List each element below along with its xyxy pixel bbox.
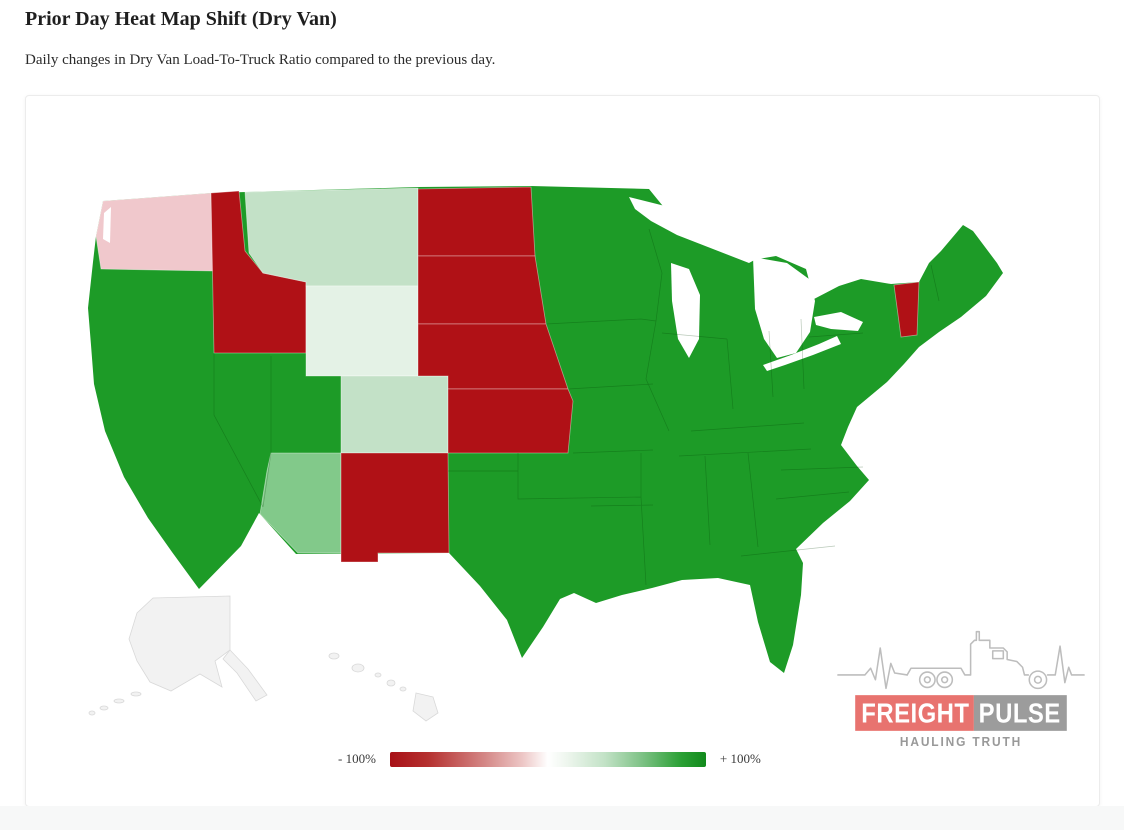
lake-huron bbox=[753, 257, 815, 358]
lake-michigan bbox=[671, 263, 700, 358]
lake-erie bbox=[763, 336, 841, 371]
state-wa[interactable] bbox=[95, 192, 214, 272]
color-legend: - 100% + 100% bbox=[338, 751, 761, 767]
state-borders bbox=[213, 228, 940, 586]
truck-ekg-icon bbox=[837, 630, 1085, 690]
brand-tagline: HAULING TRUTH bbox=[899, 734, 1023, 749]
brand-row: FREIGHT PULSE bbox=[837, 695, 1085, 731]
state-wy[interactable] bbox=[305, 285, 419, 377]
freightpulse-logo: FREIGHT PULSE HAULING TRUTH bbox=[826, 624, 1096, 749]
page-subtitle: Daily changes in Dry Van Load-To-Truck R… bbox=[25, 52, 496, 68]
state-ak[interactable] bbox=[88, 595, 268, 716]
state-mt[interactable] bbox=[244, 187, 419, 287]
state-vt[interactable] bbox=[893, 281, 920, 338]
page-title: Prior Day Heat Map Shift (Dry Van) bbox=[25, 8, 337, 30]
state-nd[interactable] bbox=[417, 186, 536, 257]
legend-gradient-bar bbox=[389, 751, 706, 767]
legend-max-label: + 100% bbox=[719, 751, 761, 766]
state-sd[interactable] bbox=[417, 255, 547, 325]
heatmap-card: - 100% + 100% FREIGHT PULSE HAULING TRUTH bbox=[25, 95, 1100, 807]
state-nm[interactable] bbox=[340, 452, 450, 563]
brand-pulse: PULSE bbox=[974, 695, 1068, 731]
lake-superior bbox=[629, 197, 767, 263]
page-bottom-strip bbox=[0, 806, 1124, 830]
brand-freight: FREIGHT bbox=[854, 695, 975, 731]
puget-sound bbox=[103, 207, 111, 243]
state-az[interactable] bbox=[259, 452, 342, 554]
us-choropleth-map[interactable] bbox=[86, 171, 1021, 746]
legend-min-label: - 100% bbox=[338, 751, 376, 766]
lake-ontario bbox=[814, 312, 863, 331]
state-co[interactable] bbox=[340, 375, 449, 454]
state-hi[interactable] bbox=[328, 652, 439, 722]
state-ks[interactable] bbox=[447, 388, 574, 454]
